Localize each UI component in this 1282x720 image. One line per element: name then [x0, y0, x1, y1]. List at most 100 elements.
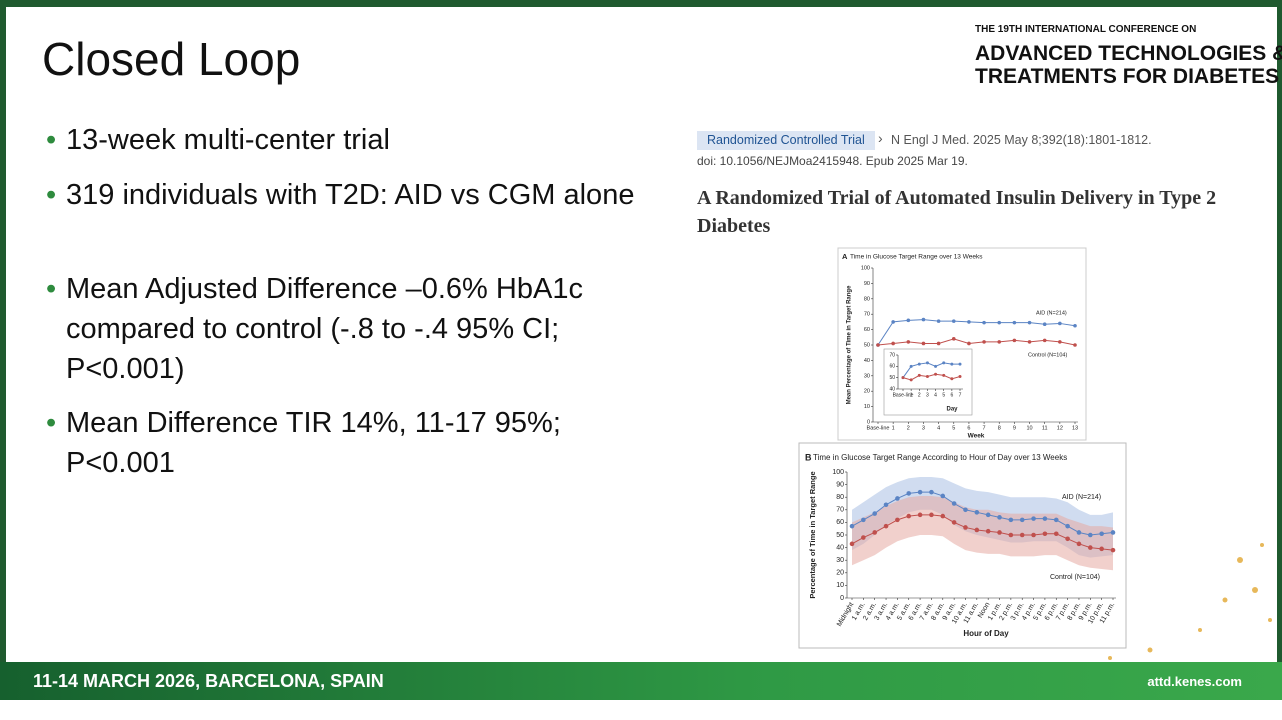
x-tick-label: 11 [1042, 425, 1048, 431]
bullet-text: 319 individuals with T2D: AID vs CGM alo… [66, 179, 635, 211]
bullet: • Mean Difference TIR 14%, 11-17 95%; P<0… [46, 407, 561, 479]
doi: doi: 10.1056/NEJMoa2415948. Epub 2025 Ma… [697, 154, 968, 168]
y-tick-label: 30 [864, 373, 870, 379]
y-tick-label: 0 [840, 595, 844, 602]
point [1065, 523, 1070, 529]
point [849, 541, 855, 547]
y-tick-label: 60 [889, 364, 895, 370]
y-tick-label: 40 [889, 386, 895, 392]
point [929, 489, 934, 495]
point [872, 511, 877, 516]
y-axis-title: Percentage of Time in Target Range [808, 471, 817, 598]
x-tick-label: 3 [922, 425, 925, 431]
footer-bar [0, 662, 1282, 700]
series-line [877, 338, 1076, 346]
point [985, 512, 991, 518]
point [1076, 530, 1082, 535]
point [1042, 516, 1048, 521]
header-line: THE 19TH INTERNATIONAL CONFERENCE ON [975, 24, 1197, 35]
y-tick-label: 70 [889, 352, 895, 358]
point [940, 513, 946, 519]
point [963, 525, 968, 530]
point [921, 341, 926, 346]
point [967, 341, 971, 346]
left-border [0, 0, 6, 662]
slide-title: Closed Loop [42, 33, 301, 85]
point [1073, 323, 1077, 328]
point [1058, 340, 1062, 344]
series-label: AID (N=214) [1036, 310, 1067, 316]
bullet-text: Mean Difference TIR 14%, 11-17 95%; P<0.… [66, 407, 561, 479]
x-tick-label: 2 [918, 392, 921, 398]
x-tick-label: 5 [952, 425, 955, 431]
point [1027, 340, 1032, 344]
x-tick-label: Base-line [893, 392, 914, 398]
point [909, 378, 913, 382]
footer-url[interactable]: attd.kenes.com [1147, 674, 1242, 689]
journal-citation[interactable]: N Engl J Med. 2025 May 8;392(18):1801-18… [891, 133, 1152, 147]
point [861, 517, 866, 523]
point [950, 377, 954, 381]
article-tag[interactable]: Randomized Controlled Trial [697, 131, 875, 150]
point [906, 340, 911, 344]
y-tick-label: 0 [867, 419, 870, 425]
point [917, 489, 923, 495]
x-tick-label: 3 [926, 392, 929, 398]
y-tick-label: 90 [836, 481, 844, 488]
point [1012, 320, 1017, 325]
point [921, 317, 926, 322]
point [942, 361, 946, 365]
bullet: • 319 individuals with T2D: AID vs CGM al… [46, 179, 635, 211]
y-tick-label: 90 [864, 281, 870, 287]
point [861, 535, 866, 540]
bullet-text: 13-week multi-center trial [66, 124, 390, 156]
series-label: Control (N=104) [1028, 352, 1067, 358]
bullet-text: Mean Adjusted Difference –0.6% HbA1c com… [66, 273, 583, 385]
point [1110, 547, 1116, 553]
x-tick-label: 7 [983, 425, 986, 431]
point [895, 496, 900, 501]
point [1031, 532, 1036, 538]
point [917, 512, 923, 518]
point [1065, 536, 1070, 542]
series-line [877, 319, 1076, 346]
point [1019, 517, 1025, 523]
point [1099, 546, 1104, 552]
x-axis-title: Week [968, 433, 985, 440]
point [901, 376, 905, 380]
chevron-icon: › [878, 130, 883, 146]
point [1031, 516, 1036, 521]
y-tick-label: 30 [836, 557, 844, 564]
point [1027, 320, 1032, 325]
x-tick-label: 5 [942, 392, 945, 398]
decor-dots [1108, 543, 1272, 660]
x-tick-label: 4 [934, 392, 937, 398]
panel-title: Time in Glucose Target Range over 13 Wee… [850, 254, 983, 261]
point [925, 361, 929, 365]
point [950, 362, 954, 366]
bullet: • Mean Adjusted Difference –0.6% HbA1c co… [46, 273, 583, 385]
x-tick-label: 10 [1026, 425, 1032, 431]
point [925, 375, 929, 379]
point [967, 320, 971, 324]
point [1058, 321, 1062, 326]
point [1012, 338, 1017, 343]
top-border [0, 0, 1282, 7]
point [1076, 541, 1082, 547]
y-tick-label: 100 [832, 469, 844, 476]
y-tick-label: 50 [889, 375, 895, 381]
panel-letter: B [805, 452, 812, 462]
point [951, 520, 957, 525]
x-tick-label: 6 [967, 425, 970, 431]
point [951, 337, 956, 341]
x-tick-label: 2 [907, 425, 910, 431]
point [1008, 532, 1014, 538]
point [974, 527, 980, 533]
y-tick-label: 80 [864, 296, 870, 302]
footer-text: 11-14 MARCH 2026, BARCELONA, SPAIN [33, 671, 384, 691]
panel-title: Time in Glucose Target Range According t… [813, 453, 1067, 462]
x-tick-label: Base-line [867, 425, 890, 431]
point [982, 320, 986, 325]
y-tick-label: 20 [864, 389, 870, 395]
